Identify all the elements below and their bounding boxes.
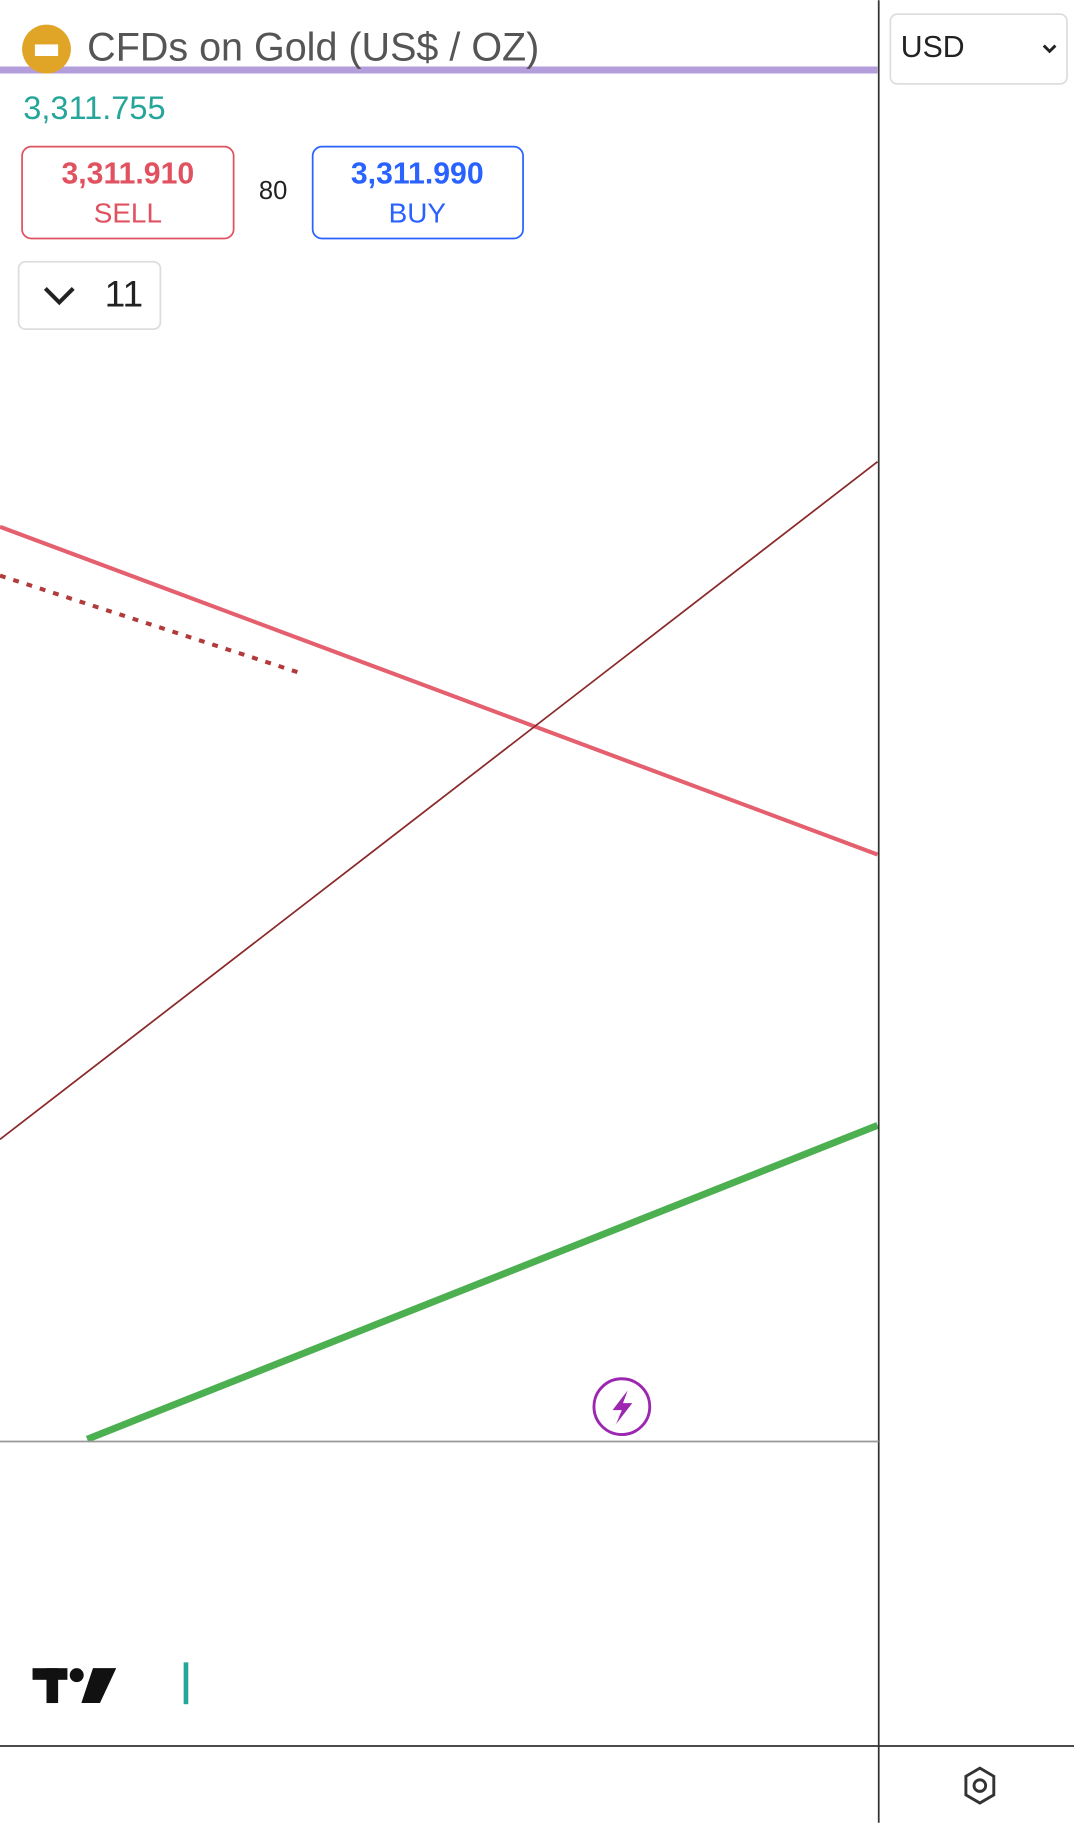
lightning-icon	[612, 1390, 633, 1425]
sell-price: 3,311.910	[61, 158, 194, 191]
trendline-green	[85, 1122, 879, 1443]
interval: 11	[105, 272, 144, 314]
currency: USD	[901, 31, 965, 64]
sell-button[interactable]	[21, 145, 235, 240]
spread: 80	[259, 177, 287, 205]
chevron	[1042, 44, 1057, 54]
trendlines	[0, 66, 879, 1443]
buy-button[interactable]	[311, 145, 524, 240]
buy-price: 3,311.990	[351, 158, 484, 191]
logo	[32, 1662, 189, 1705]
currency-select[interactable]	[889, 13, 1068, 85]
title: CFDs on Gold (US$ / OZ)	[87, 26, 539, 70]
trendline-dotted	[0, 573, 306, 677]
chevron	[43, 287, 75, 306]
buy-label: BUY	[389, 198, 446, 229]
header: CFDs on Gold (US$ / OZ) 3,311.755 3,311.…	[17, 13, 1068, 331]
sell-label: SELL	[94, 198, 162, 229]
trendline	[0, 524, 879, 857]
last-price: 3,311.755	[23, 90, 165, 126]
gold-icon-bar	[34, 44, 59, 57]
settings-icon-dot	[972, 1778, 988, 1793]
interval-toggle[interactable]	[17, 260, 162, 331]
trendline-thin	[0, 460, 879, 1141]
settings-icon[interactable]	[964, 1766, 996, 1805]
